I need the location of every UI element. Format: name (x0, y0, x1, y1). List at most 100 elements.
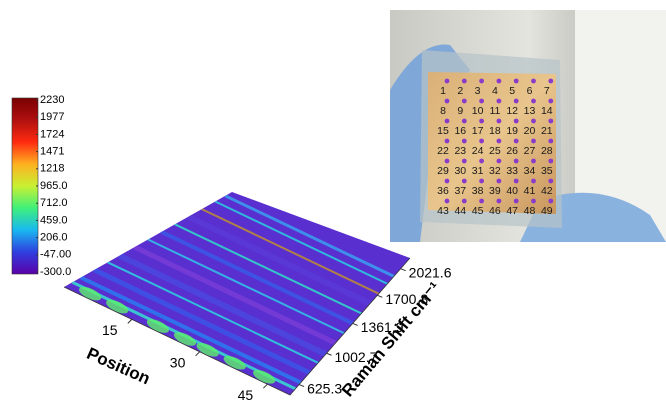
sample-label: 31 (472, 165, 484, 177)
sample-dot (462, 179, 467, 184)
sample-dot (445, 119, 450, 124)
colorbar-tick-label: -47.00 (40, 249, 71, 261)
sample-dot (497, 139, 502, 144)
sample-label: 26 (506, 145, 518, 157)
sample-label: 47 (506, 205, 518, 217)
sample-label: 45 (472, 205, 484, 217)
sample-label: 43 (437, 205, 449, 217)
sample-dot (514, 119, 519, 124)
x-axis-label: Position (84, 344, 153, 389)
sample-dot (462, 119, 467, 124)
sample-label: 18 (489, 125, 501, 137)
y-tick-label: 625.3 (307, 380, 342, 396)
sample-dot (548, 199, 553, 204)
x-tick (196, 352, 200, 356)
y-tick (377, 295, 382, 297)
sample-label: 10 (472, 105, 484, 117)
sample-label: 8 (440, 105, 446, 117)
sample-dot (479, 159, 484, 164)
sample-dot (531, 119, 536, 124)
sample-dot (479, 179, 484, 184)
x-tick-label: 30 (170, 355, 186, 371)
sample-label: 38 (472, 185, 484, 197)
sample-label: 34 (524, 165, 536, 177)
sample-dot (462, 99, 467, 104)
sample-dot (445, 99, 450, 104)
colorbar-tick-label: 459.0 (40, 214, 68, 226)
sample-dot (445, 139, 450, 144)
sample-dot (531, 99, 536, 104)
sample-dot (479, 99, 484, 104)
sample-dot (548, 99, 553, 104)
sample-label: 40 (506, 185, 518, 197)
sample-label: 42 (541, 185, 553, 197)
colorbar-tick-label: 206.0 (40, 232, 68, 244)
page: 1234567891011121314151617181920212223242… (0, 0, 666, 416)
sample-dot (445, 179, 450, 184)
sample-label: 25 (489, 145, 501, 157)
sample-label: 17 (472, 125, 484, 137)
sample-label: 4 (492, 85, 498, 97)
sample-dot (445, 159, 450, 164)
sample-dot (497, 119, 502, 124)
sample-dot (548, 119, 553, 124)
sample-dot (514, 79, 519, 84)
colorbar-tick-label: 1218 (40, 163, 64, 175)
sample-label: 36 (437, 185, 449, 197)
sample-label: 20 (524, 125, 536, 137)
sample-dot (531, 179, 536, 184)
sample-dot (548, 159, 553, 164)
sample-dot (548, 79, 553, 84)
y-tick (401, 269, 406, 271)
sample-label: 27 (524, 145, 536, 157)
sample-label: 21 (541, 125, 553, 137)
sample-label: 28 (541, 145, 553, 157)
sample-dot (531, 139, 536, 144)
sample-label: 49 (541, 205, 553, 217)
sample-dot (462, 139, 467, 144)
sample-label: 7 (544, 85, 550, 97)
sample-dot (462, 159, 467, 164)
sample-label: 37 (454, 185, 466, 197)
sample-dot (497, 159, 502, 164)
sample-label: 32 (489, 165, 501, 177)
sample-dot (497, 179, 502, 184)
sample-dot (514, 159, 519, 164)
sample-dot (462, 79, 467, 84)
sample-label: 46 (489, 205, 501, 217)
sample-label: 1 (440, 85, 446, 97)
sample-label: 48 (524, 205, 536, 217)
sample-label: 5 (509, 85, 515, 97)
sample-dot (462, 199, 467, 204)
sample-label: 3 (475, 85, 481, 97)
sample-dot (479, 139, 484, 144)
sample-label: 39 (489, 185, 501, 197)
sample-label: 35 (541, 165, 553, 177)
sample-label: 2 (457, 85, 463, 97)
sample-label: 24 (472, 145, 484, 157)
colorbar-tick-label: 965.0 (40, 180, 68, 192)
sample-label: 14 (541, 105, 553, 117)
sample-dot (531, 199, 536, 204)
sample-label: 13 (524, 105, 536, 117)
x-tick (263, 384, 267, 388)
sample-dot (514, 179, 519, 184)
colorbar-tick-label: 1977 (40, 111, 64, 123)
figure: 1234567891011121314151617181920212223242… (0, 0, 666, 416)
sample-label: 22 (437, 145, 449, 157)
colorbar-tick-label: -300.0 (40, 266, 71, 278)
sample-label: 29 (437, 165, 449, 177)
sample-dot (514, 99, 519, 104)
sample-dot (531, 159, 536, 164)
sample-dot (531, 79, 536, 84)
sample-dot (479, 79, 484, 84)
y-tick (353, 323, 358, 325)
sample-label: 9 (457, 105, 463, 117)
sample-label: 19 (506, 125, 518, 137)
sample-label: 12 (506, 105, 518, 117)
y-tick-label: 1700.8 (385, 291, 428, 307)
y-tick (299, 385, 304, 387)
sample-label: 44 (454, 205, 466, 217)
sample-label: 41 (524, 185, 536, 197)
